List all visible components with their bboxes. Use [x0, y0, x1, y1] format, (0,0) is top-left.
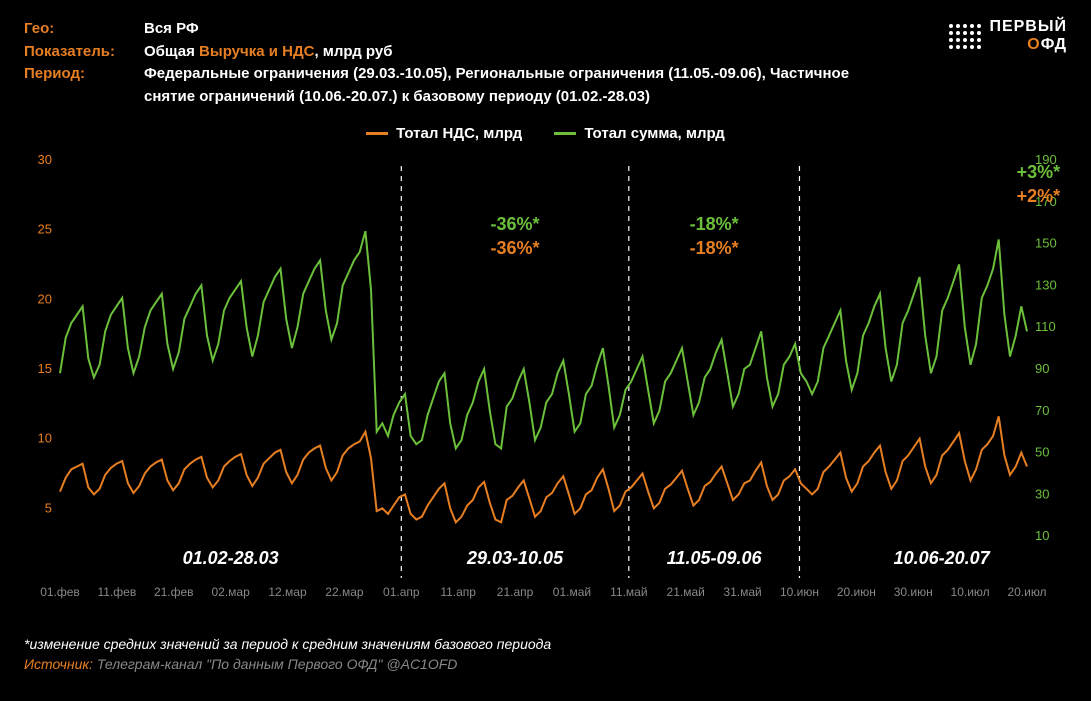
svg-text:25: 25	[38, 222, 52, 237]
svg-text:10: 10	[38, 431, 52, 446]
svg-text:5: 5	[45, 500, 52, 515]
svg-text:+2%*: +2%*	[1017, 186, 1061, 206]
source-label: Источник:	[24, 656, 97, 672]
legend-item-sum: Тотал сумма, млрд	[554, 125, 725, 142]
svg-text:30.июн: 30.июн	[894, 585, 933, 599]
svg-text:21.май: 21.май	[667, 585, 705, 599]
svg-text:01.02-28.03: 01.02-28.03	[183, 548, 279, 568]
footer: *изменение средних значений за период к …	[0, 628, 1091, 676]
logo: ПЕРВЫЙ ОФД	[949, 18, 1067, 108]
logo-dots-icon	[949, 24, 981, 49]
svg-text:30: 30	[1035, 486, 1049, 501]
source-text: Телеграм-канал "По данным Первого ОФД" @…	[97, 656, 458, 672]
svg-text:21.апр: 21.апр	[497, 585, 534, 599]
svg-text:10.июн: 10.июн	[780, 585, 819, 599]
footnote: *изменение средних значений за период к …	[24, 636, 1067, 652]
svg-text:10.06-20.07: 10.06-20.07	[894, 548, 991, 568]
legend-swatch-orange	[366, 132, 388, 135]
svg-text:20: 20	[38, 291, 52, 306]
svg-text:15: 15	[38, 361, 52, 376]
meta-metric: Показатель: Общая Выручка и НДС, млрд ру…	[24, 41, 904, 64]
svg-text:50: 50	[1035, 445, 1049, 460]
metric-suffix: , млрд руб	[314, 43, 392, 60]
logo-rest: ФД	[1041, 36, 1067, 53]
svg-text:-18%*: -18%*	[690, 214, 739, 234]
svg-text:21.фев: 21.фев	[154, 585, 194, 599]
svg-text:110: 110	[1035, 319, 1056, 334]
meta-geo: Гео: Вся РФ	[24, 18, 904, 41]
header: Гео: Вся РФ Показатель: Общая Выручка и …	[0, 0, 1091, 116]
metric-label: Показатель:	[24, 41, 144, 64]
period-label: Период:	[24, 63, 144, 108]
metric-prefix: Общая	[144, 43, 199, 60]
svg-text:-36%*: -36%*	[491, 238, 540, 258]
svg-text:02.мар: 02.мар	[212, 585, 251, 599]
metric-value: Общая Выручка и НДС, млрд руб	[144, 41, 392, 64]
meta-block: Гео: Вся РФ Показатель: Общая Выручка и …	[24, 18, 904, 108]
svg-text:29.03-10.05: 29.03-10.05	[466, 548, 564, 568]
svg-text:01.фев: 01.фев	[40, 585, 80, 599]
svg-text:20.июн: 20.июн	[837, 585, 876, 599]
svg-text:11.апр: 11.апр	[440, 585, 476, 599]
chart-svg: 51015202530103050709011013015017019001.ф…	[24, 148, 1067, 628]
svg-text:10.июл: 10.июл	[951, 585, 990, 599]
svg-text:22.мар: 22.мар	[325, 585, 364, 599]
legend-label-nds: Тотал НДС, млрд	[396, 125, 522, 142]
svg-text:-18%*: -18%*	[690, 238, 739, 258]
legend-swatch-green	[554, 132, 576, 135]
svg-text:10: 10	[1035, 528, 1049, 543]
svg-text:-36%*: -36%*	[491, 214, 540, 234]
logo-text: ПЕРВЫЙ ОФД	[989, 18, 1067, 54]
legend: Тотал НДС, млрд Тотал сумма, млрд	[0, 122, 1091, 142]
svg-text:+3%*: +3%*	[1017, 162, 1061, 182]
chart-area: 51015202530103050709011013015017019001.ф…	[24, 148, 1067, 628]
svg-text:01.апр: 01.апр	[383, 585, 420, 599]
geo-label: Гео:	[24, 18, 144, 41]
svg-text:20.июл: 20.июл	[1007, 585, 1046, 599]
geo-value: Вся РФ	[144, 18, 199, 41]
svg-text:70: 70	[1035, 403, 1049, 418]
svg-text:31.май: 31.май	[723, 585, 761, 599]
legend-label-sum: Тотал сумма, млрд	[584, 125, 725, 142]
svg-text:30: 30	[38, 152, 52, 167]
svg-text:11.фев: 11.фев	[98, 585, 137, 599]
svg-text:90: 90	[1035, 361, 1049, 376]
source: Источник: Телеграм-канал "По данным Перв…	[24, 656, 1067, 672]
meta-period: Период: Федеральные ограничения (29.03.-…	[24, 63, 904, 108]
svg-text:130: 130	[1035, 277, 1057, 292]
svg-text:11.май: 11.май	[610, 585, 647, 599]
svg-text:11.05-09.06: 11.05-09.06	[667, 548, 763, 568]
svg-text:150: 150	[1035, 236, 1057, 251]
logo-o: О	[1027, 36, 1040, 53]
legend-item-nds: Тотал НДС, млрд	[366, 125, 522, 142]
svg-text:12.мар: 12.мар	[268, 585, 307, 599]
svg-text:01.май: 01.май	[553, 585, 591, 599]
metric-highlight: Выручка и НДС	[199, 43, 314, 60]
logo-line1: ПЕРВЫЙ	[989, 18, 1067, 36]
period-value: Федеральные ограничения (29.03.-10.05), …	[144, 63, 904, 108]
